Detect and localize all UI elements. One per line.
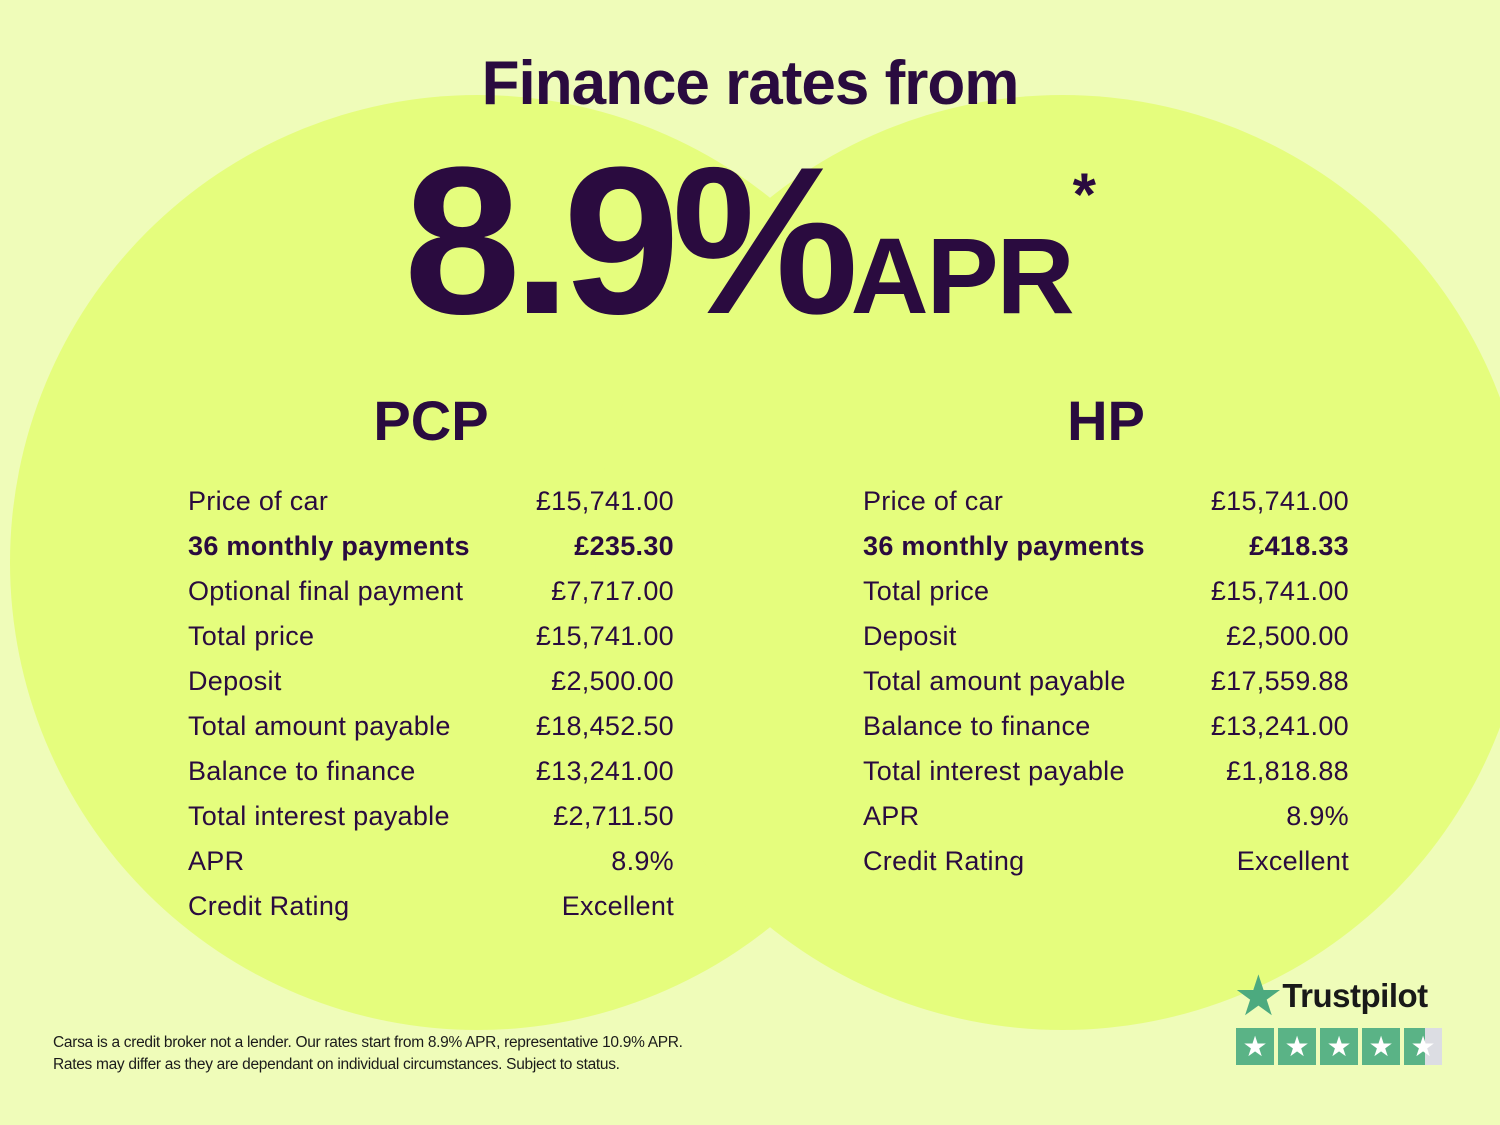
rating-star-icon: ★ (1362, 1028, 1400, 1065)
table-row: Deposit £2,500.00 (188, 659, 674, 704)
row-value: £17,559.88 (1210, 666, 1349, 696)
row-label: Credit Rating (863, 846, 1025, 876)
rating-star-icon: ★ (1320, 1028, 1358, 1065)
pcp-title: PCP (373, 389, 489, 452)
row-label: APR (188, 846, 245, 876)
row-label: Total price (188, 621, 315, 651)
hp-title: HP (1067, 389, 1145, 452)
row-value: £2,500.00 (551, 666, 674, 696)
rate-display: 8.9%APR* (0, 120, 1500, 362)
disclaimer-line: Carsa is a credit broker not a lender. O… (53, 1034, 683, 1051)
table-row: Total interest payable £1,818.88 (863, 749, 1349, 794)
trustpilot-star-icon: ★ (1236, 968, 1281, 1024)
rate-suffix: APR (850, 215, 1075, 336)
row-label: APR (863, 801, 920, 831)
table-row: Total interest payable £2,711.50 (188, 794, 674, 839)
row-value: £2,711.50 (553, 801, 674, 831)
row-label: Deposit (188, 666, 282, 696)
table-row: Total price £15,741.00 (188, 614, 674, 659)
row-value: £235.30 (574, 531, 674, 561)
row-value: £13,241.00 (535, 756, 674, 786)
table-row: Total amount payable £18,452.50 (188, 704, 674, 749)
row-label: Total interest payable (188, 801, 450, 831)
trustpilot-badge: ★ Trustpilot ★ ★ ★ ★ ★ (1236, 968, 1442, 1065)
table-row: Balance to finance £13,241.00 (863, 704, 1349, 749)
row-value: £1,818.88 (1226, 756, 1349, 786)
row-label: Price of car (188, 486, 329, 516)
row-label: Total price (863, 576, 990, 606)
rating-star-icon: ★ (1404, 1028, 1442, 1065)
row-value: Excellent (561, 891, 674, 921)
table-row: Total price £15,741.00 (863, 569, 1349, 614)
row-value: £15,741.00 (1210, 576, 1349, 606)
row-value: £15,741.00 (1210, 486, 1349, 516)
row-value: £7,717.00 (551, 576, 674, 606)
table-row: 36 monthly payments £418.33 (863, 524, 1349, 569)
table-row: APR 8.9% (188, 839, 674, 884)
table-row: Price of car £15,741.00 (863, 479, 1349, 524)
rate-value: 8.9% (403, 123, 859, 358)
rating-star-icon: ★ (1236, 1028, 1274, 1065)
row-value: £13,241.00 (1210, 711, 1349, 741)
rate-asterisk: * (1072, 161, 1097, 228)
row-label: Credit Rating (188, 891, 350, 921)
disclaimer: Carsa is a credit broker not a lender. O… (53, 1032, 683, 1076)
rating-star-icon: ★ (1278, 1028, 1316, 1065)
table-row: Price of car £15,741.00 (188, 479, 674, 524)
row-label: Total amount payable (188, 711, 451, 741)
table-row: Credit Rating Excellent (863, 839, 1349, 884)
row-label: Price of car (863, 486, 1004, 516)
trustpilot-name: Trustpilot (1282, 977, 1428, 1014)
pcp-table: PCP Price of car £15,741.00 36 monthly pay… (188, 388, 674, 929)
row-label: Total interest payable (863, 756, 1125, 786)
hp-table: HP Price of car £15,741.00 36 monthly paym… (863, 388, 1349, 884)
row-value: £15,741.00 (535, 486, 674, 516)
row-label: Balance to finance (863, 711, 1091, 741)
row-value: £418.33 (1249, 531, 1349, 561)
row-label: Deposit (863, 621, 957, 651)
row-value: £15,741.00 (535, 621, 674, 651)
table-row: APR 8.9% (863, 794, 1349, 839)
table-row: Optional final payment £7,717.00 (188, 569, 674, 614)
background-circle-right (595, 95, 1500, 1030)
row-value: £2,500.00 (1226, 621, 1349, 651)
table-row: Total amount payable £17,559.88 (863, 659, 1349, 704)
row-value: £18,452.50 (535, 711, 674, 741)
table-row: Balance to finance £13,241.00 (188, 749, 674, 794)
row-value: 8.9% (611, 846, 674, 876)
disclaimer-line: Rates may differ as they are dependant o… (53, 1056, 620, 1073)
row-value: Excellent (1236, 846, 1349, 876)
row-label: Optional final payment (188, 576, 464, 606)
row-label: 36 monthly payments (863, 531, 1145, 561)
row-label: 36 monthly payments (188, 531, 470, 561)
row-label: Balance to finance (188, 756, 416, 786)
headline: Finance rates from (481, 49, 1020, 118)
row-value: 8.9% (1286, 801, 1349, 831)
row-label: Total amount payable (863, 666, 1126, 696)
trustpilot-rating: ★ ★ ★ ★ ★ (1236, 1028, 1442, 1065)
table-row: 36 monthly payments £235.30 (188, 524, 674, 569)
table-row: Credit Rating Excellent (188, 884, 674, 929)
table-row: Deposit £2,500.00 (863, 614, 1349, 659)
